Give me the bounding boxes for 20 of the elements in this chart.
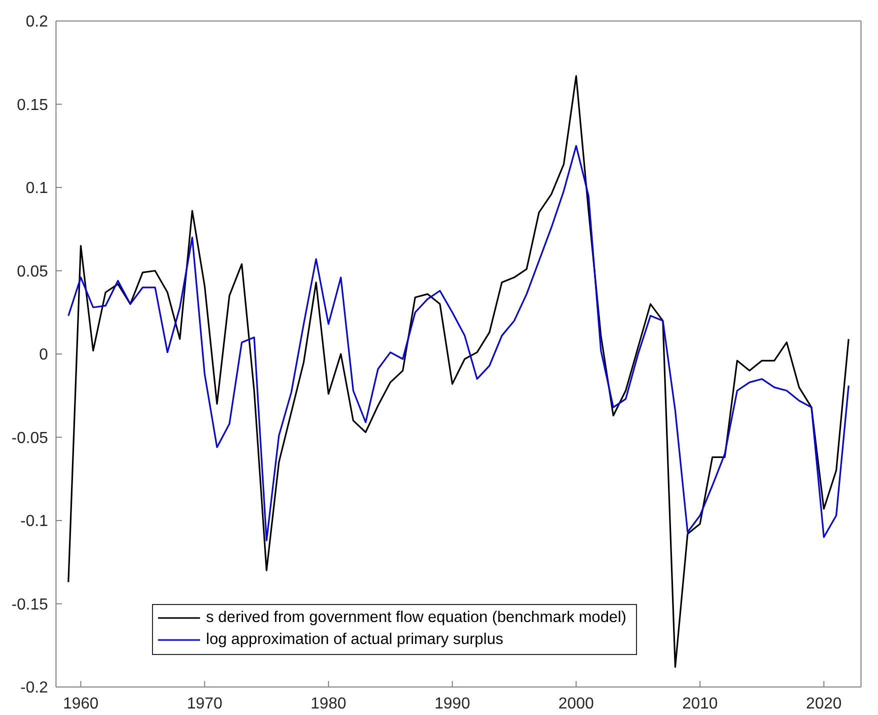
x-tick-label: 1960	[62, 695, 99, 712]
line-series	[68, 145, 850, 542]
y-tick-label: 0.2	[26, 14, 48, 31]
y-tick-label: -0.2	[20, 680, 48, 697]
y-tick-label: 0.05	[16, 263, 48, 280]
y-tick-label: 0.1	[26, 180, 48, 198]
x-tick-label: 1980	[310, 695, 346, 712]
x-tick-label: 2010	[682, 695, 718, 712]
x-tick-label: 1970	[186, 695, 223, 712]
legend-label: s derived from government flow equation (benchmark model)	[206, 608, 626, 628]
y-tick-label: -0.05	[12, 430, 48, 447]
y-tick-label: 0.15	[16, 96, 48, 114]
x-tick-label: 1990	[434, 695, 470, 712]
line-series	[68, 75, 850, 668]
legend-label: log approximation of actual primary surplus	[206, 630, 504, 650]
y-tick-label: -0.15	[12, 596, 48, 614]
x-tick-label: 2020	[806, 695, 842, 712]
x-tick-label: 2000	[558, 695, 594, 712]
y-tick-label: -0.1	[20, 513, 48, 530]
y-tick-label: 0	[39, 346, 48, 364]
